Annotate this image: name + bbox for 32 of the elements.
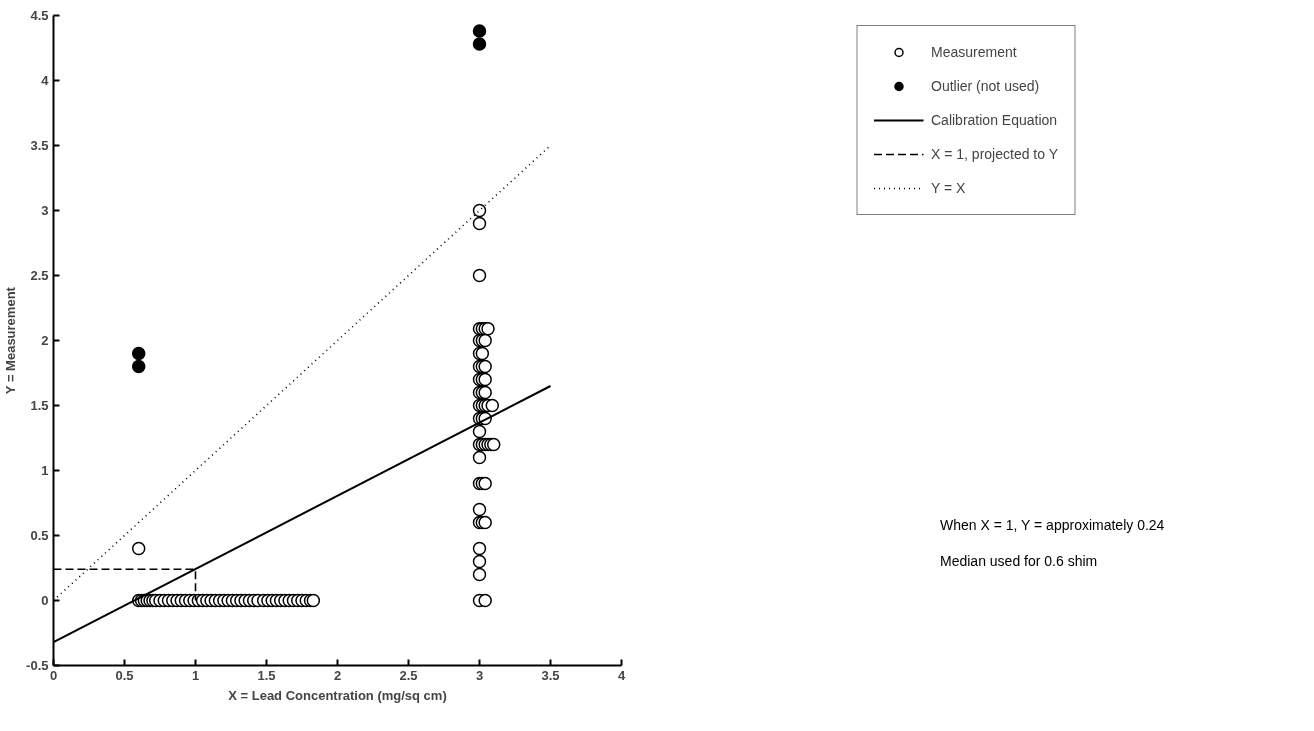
x-tick-label: 3	[475, 667, 484, 683]
x-tick-label: 0.5	[115, 667, 134, 683]
legend-label: Outlier (not used)	[931, 78, 1040, 94]
y-tick-label: 0.5	[30, 528, 49, 543]
x-tick-label: 1.5	[257, 667, 276, 683]
y-tick-label: 2.5	[30, 268, 49, 283]
point	[131, 359, 146, 374]
legend-label: Measurement	[931, 44, 1017, 60]
x-tick-label: 3.5	[541, 667, 560, 683]
y-tick-label: 0	[41, 593, 49, 608]
x-tick-label: 2	[333, 667, 342, 683]
x-tick-label: 4	[617, 667, 626, 683]
text: When X = 1, Y = approximately 0.24	[940, 516, 1165, 535]
y-tick-label: 3.5	[30, 138, 49, 153]
y-tick-label: -0.5	[26, 658, 49, 673]
x-tick-label: 2.5	[399, 667, 418, 683]
y-tick-label: 1.5	[30, 398, 49, 413]
y-tick-label: 1	[41, 463, 49, 478]
y-tick-label: 4.5	[30, 8, 49, 23]
text: Median used for 0.6 shim	[940, 552, 1098, 571]
y-axis-title: Y = Measurement	[3, 286, 19, 395]
y-tick-label: 2	[41, 333, 49, 348]
legend-label: Y = X	[931, 180, 966, 196]
point	[472, 37, 487, 51]
y-tick-label: 4	[41, 73, 50, 88]
point	[472, 24, 487, 38]
x-tick-label: 1	[191, 667, 200, 683]
point	[131, 346, 146, 361]
legend-label: X = 1, projected to Y	[931, 146, 1058, 162]
legend-label: Calibration Equation	[931, 112, 1058, 128]
y-tick-label: 3	[41, 203, 49, 218]
x-axis-title: X = Lead Concentration (mg/sq cm)	[228, 687, 447, 703]
